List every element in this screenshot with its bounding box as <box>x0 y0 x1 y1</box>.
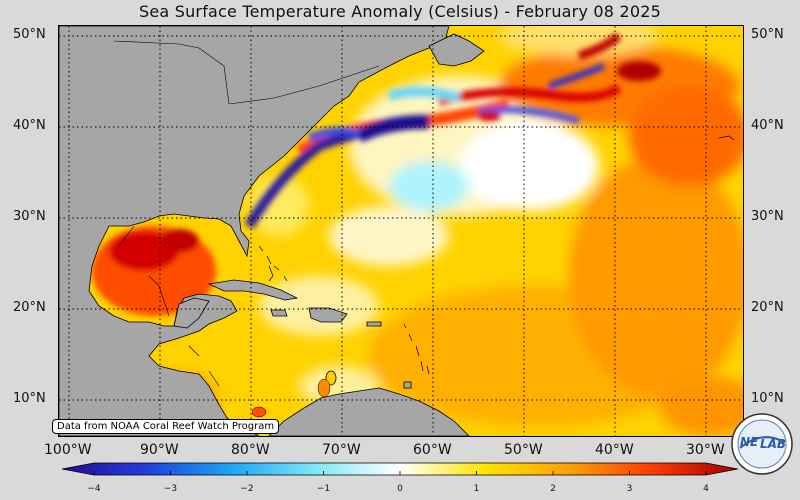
lat-label-50n-left: 50°N <box>13 27 46 42</box>
cuba <box>207 279 299 301</box>
lake-nicaragua <box>251 406 267 418</box>
lon-label-60w: 60°W <box>413 442 452 458</box>
map-title: Sea Surface Temperature Anomaly (Celsius… <box>139 2 661 21</box>
land-masses <box>59 26 485 436</box>
lon-label-70w: 70°W <box>322 442 361 458</box>
colorbar-tick-0: 0 <box>397 484 403 494</box>
newfoundland <box>428 33 485 67</box>
graticule <box>59 26 743 436</box>
lat-label-50n-right: 50°N <box>751 27 784 42</box>
lon-label-40w: 40°W <box>595 442 634 458</box>
lat-label-30n-right: 30°N <box>751 209 784 224</box>
logo-text-ne: NE <box>740 435 759 449</box>
lon-label-80w: 80°W <box>231 442 270 458</box>
azores-island <box>718 135 735 141</box>
lon-label-100w: 100°W <box>44 442 92 458</box>
jamaica <box>270 309 288 317</box>
lat-label-10n-left: 10°N <box>13 391 46 406</box>
lat-label-40n-right: 40°N <box>751 118 784 133</box>
lat-label-40n-left: 40°N <box>13 118 46 133</box>
map-canvas <box>59 26 743 436</box>
political-borders <box>113 40 380 387</box>
colorbar-ticks <box>93 471 707 475</box>
lat-label-10n-right: 10°N <box>751 391 784 406</box>
puerto-rico <box>366 321 382 327</box>
logo-text-lab: LAB <box>760 437 786 451</box>
colorbar-tick-4: 4 <box>703 484 709 494</box>
lake-maracaibo <box>317 378 331 398</box>
colorbar-tick-minus1: −1 <box>316 484 331 494</box>
colorbar-tick-minus2: −2 <box>240 484 254 494</box>
south-america-landmass <box>268 387 470 436</box>
lat-label-20n-left: 20°N <box>13 300 46 315</box>
colorbar-tick-2: 2 <box>550 484 556 494</box>
yucatan <box>173 297 210 329</box>
gulf-stream-anomaly <box>244 32 661 229</box>
lon-label-90w: 90°W <box>140 442 179 458</box>
north-america-landmass <box>59 26 450 436</box>
hispaniola <box>308 307 348 323</box>
lon-label-30w: 30°W <box>686 442 725 458</box>
colorbar <box>62 462 738 476</box>
lesser-antilles <box>403 323 430 375</box>
sst-anomaly-map <box>58 25 744 437</box>
lat-label-20n-right: 20°N <box>751 300 784 315</box>
lon-label-50w: 50°W <box>504 442 543 458</box>
gulf-warm-anomaly <box>92 226 216 316</box>
nemolab-logo: NE LAB <box>731 413 793 475</box>
lat-label-30n-left: 30°N <box>13 209 46 224</box>
data-source-note: Data from NOAA Coral Reef Watch Program <box>52 419 280 434</box>
colorbar-tick-minus4: −4 <box>87 484 101 494</box>
colorbar-tick-3: 3 <box>626 484 633 494</box>
bahamas <box>258 245 288 282</box>
colorbar-tick-minus3: −3 <box>163 484 178 494</box>
trinidad <box>403 381 412 389</box>
colorbar-tick-1: 1 <box>473 484 480 494</box>
